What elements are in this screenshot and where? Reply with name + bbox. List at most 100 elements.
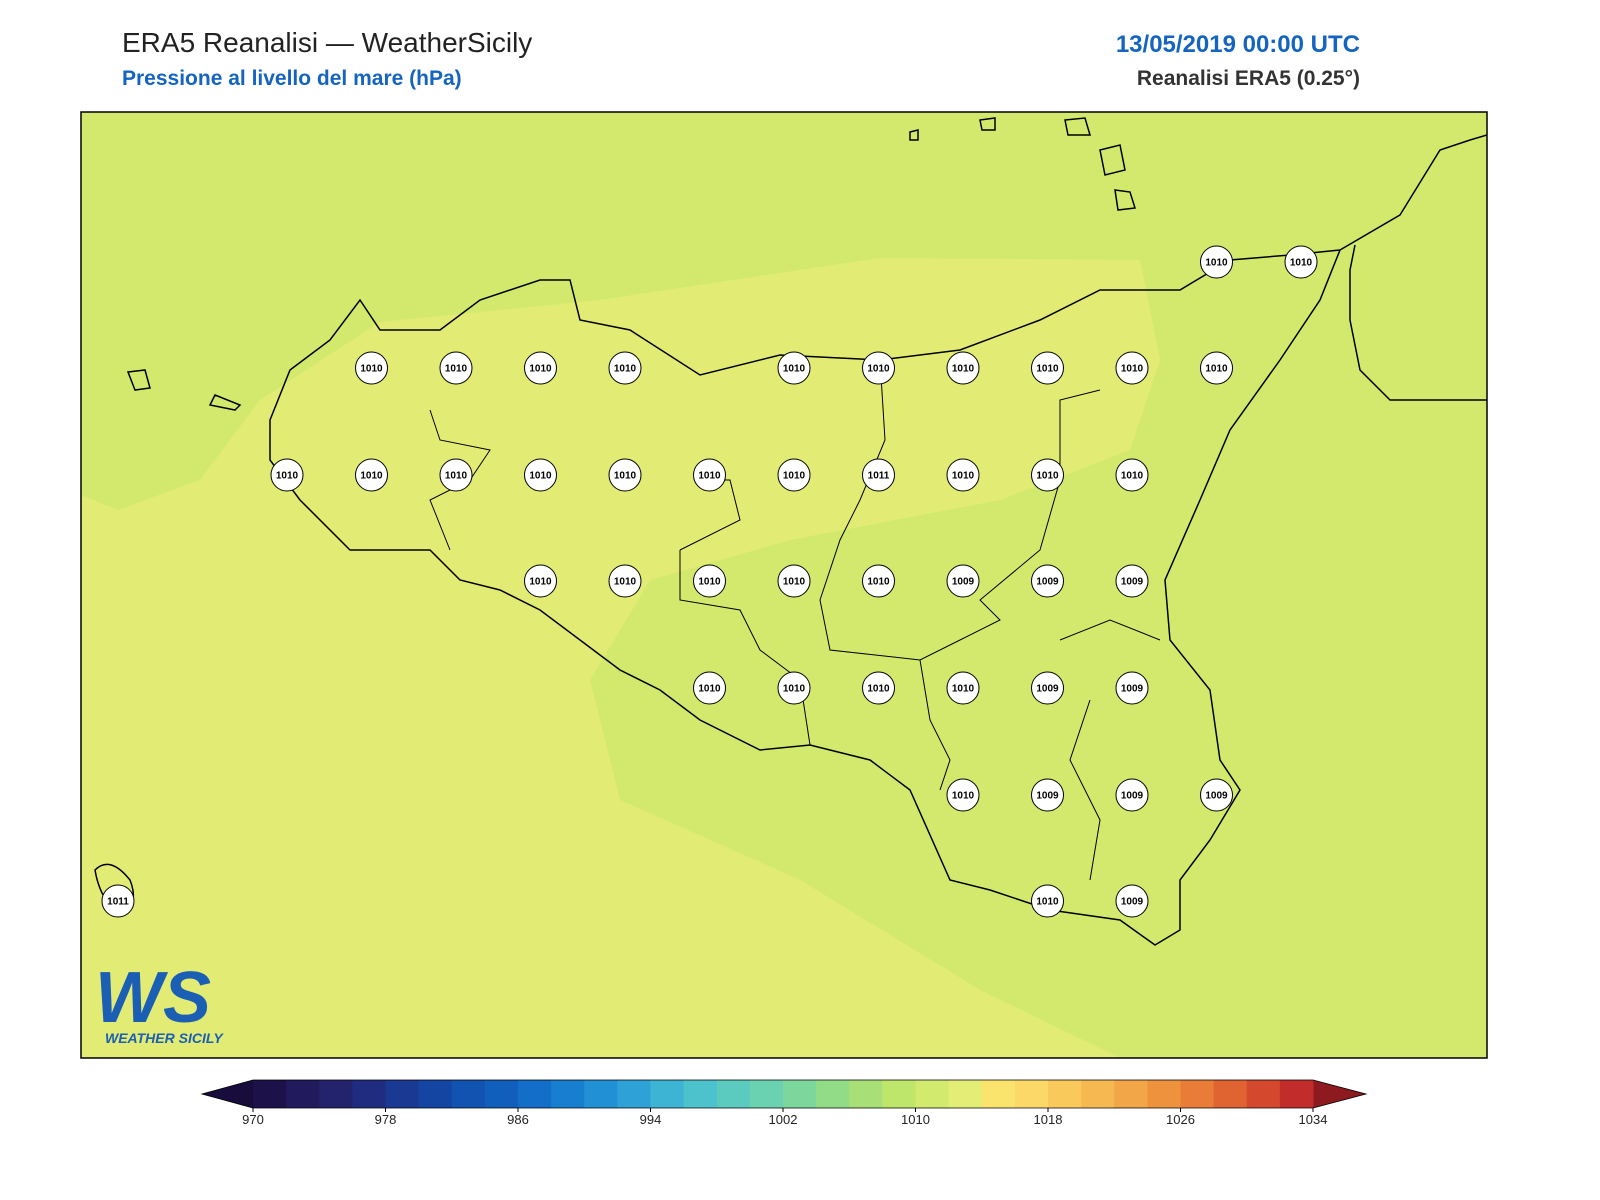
station-value: 1010 (529, 364, 552, 375)
station-value: 1010 (445, 471, 468, 482)
station-value: 1010 (529, 471, 552, 482)
colorbar-tick-label: 994 (640, 1112, 662, 1127)
station-marker (439, 351, 473, 385)
colorbar-bin (915, 1080, 950, 1108)
station-marker (1115, 884, 1149, 918)
station-value: 1010 (952, 471, 975, 482)
colorbar-bin (253, 1080, 287, 1108)
station-marker (1200, 245, 1233, 279)
station-value: 1010 (698, 471, 721, 482)
station-value: 1009 (1205, 791, 1228, 802)
station-marker (862, 564, 895, 598)
station-marker (1115, 351, 1149, 385)
station-value: 1009 (1121, 684, 1144, 695)
station-marker (1031, 351, 1064, 385)
station-marker (777, 458, 811, 492)
colorbar-tick-label: 1002 (769, 1112, 798, 1127)
colorbar-bin (451, 1080, 486, 1108)
colorbar-over (1313, 1080, 1366, 1108)
station-marker (608, 351, 642, 385)
colorbar-tick-label: 1034 (1299, 1112, 1328, 1127)
station-value: 1010 (1121, 471, 1144, 482)
station-value: 1009 (1036, 684, 1059, 695)
colorbar-tick-label: 978 (375, 1112, 397, 1127)
station-value: 1010 (1036, 897, 1059, 908)
station-marker (946, 671, 980, 705)
colorbar-tick-label: 1010 (901, 1112, 930, 1127)
station-value: 1009 (1121, 791, 1144, 802)
colorbar-bin (948, 1080, 983, 1108)
colorbar-bin (385, 1080, 420, 1108)
station-marker (1115, 778, 1149, 812)
date: 13/05/2019 00:00 UTC (1116, 31, 1360, 58)
station-marker (693, 458, 726, 492)
station-marker (862, 351, 895, 385)
station-marker (777, 564, 811, 598)
station-value: 1011 (107, 897, 129, 908)
colorbar-bin (1213, 1080, 1248, 1108)
station-value: 1010 (952, 364, 975, 375)
colorbar-bin (584, 1080, 618, 1108)
station-marker (1115, 458, 1149, 492)
station-value: 1010 (1290, 258, 1313, 269)
station-marker (608, 564, 642, 598)
colorbar: 970 978 986 994 1002 1010 1018 1026 1034 (200, 1079, 1368, 1127)
logo-mark: WS (95, 958, 211, 1038)
station-marker (777, 671, 811, 705)
colorbar-bin (551, 1080, 585, 1108)
station-marker (693, 564, 726, 598)
station-marker (946, 351, 980, 385)
logo-name: WEATHER SICILY (105, 1030, 224, 1046)
colorbar-bin (816, 1080, 850, 1108)
station-value: 1010 (276, 471, 299, 482)
colorbar-bin (1081, 1080, 1115, 1108)
station-marker (439, 458, 473, 492)
colorbar-bin (683, 1080, 718, 1108)
colorbar-bin (518, 1080, 552, 1108)
station-marker (946, 564, 980, 598)
station-value: 1010 (360, 471, 383, 482)
colorbar-bin (617, 1080, 651, 1108)
station-value: 1010 (952, 791, 975, 802)
station-value: 1010 (360, 364, 383, 375)
coastline (94, 117, 1487, 946)
source: Reanalisi ERA5 (0.25°) (1137, 67, 1360, 90)
station-value: 1010 (1205, 258, 1228, 269)
station-marker (524, 458, 557, 492)
colorbar-bin (716, 1080, 751, 1108)
station-value: 1010 (445, 364, 468, 375)
station-value: 1010 (867, 684, 890, 695)
station-marker (1115, 671, 1149, 705)
station-marker (355, 351, 388, 385)
station-value: 1010 (614, 577, 637, 588)
colorbar-bin (484, 1080, 519, 1108)
station-value: 1010 (1036, 471, 1059, 482)
colorbar-bin (352, 1080, 386, 1108)
colorbar-bin (418, 1080, 453, 1108)
map-area: 1010 1010 1010 1010 1010 1010 1010 1010 1010 1010… (81, 112, 1487, 1058)
station-marker (777, 351, 811, 385)
station-value: 1010 (698, 684, 721, 695)
station-value: 1010 (1121, 364, 1144, 375)
colorbar-bin (650, 1080, 685, 1108)
station-marker (1031, 458, 1064, 492)
station-marker (1200, 778, 1233, 812)
station-marker (101, 884, 135, 918)
station-value: 1010 (867, 364, 890, 375)
station-marker (693, 671, 726, 705)
colorbar-bin (319, 1080, 353, 1108)
colorbar-bin (981, 1080, 1016, 1108)
colorbar-bin (1014, 1080, 1049, 1108)
station-marker (1031, 884, 1064, 918)
station-marker (524, 564, 557, 598)
colorbar-tick-label: 970 (242, 1112, 264, 1127)
colorbar-bin (1246, 1080, 1281, 1108)
station-value: 1010 (614, 364, 637, 375)
station-marker (1031, 778, 1064, 812)
station-marker (862, 671, 895, 705)
colorbar-bin (286, 1080, 320, 1108)
colorbar-bin (1114, 1080, 1148, 1108)
station-marker (524, 351, 557, 385)
station-value: 1009 (1036, 791, 1059, 802)
station-value: 1010 (1036, 364, 1059, 375)
